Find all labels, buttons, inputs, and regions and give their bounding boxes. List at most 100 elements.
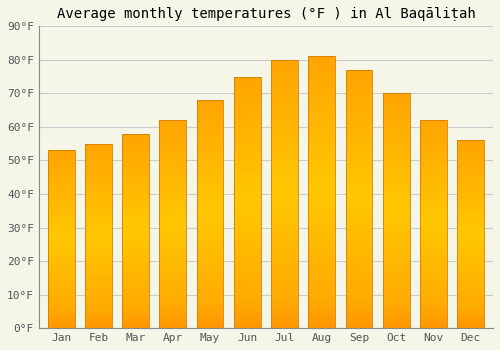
Bar	[420, 127, 447, 131]
Bar	[85, 301, 112, 303]
Bar	[234, 123, 260, 127]
Bar	[458, 231, 484, 234]
Bar	[85, 233, 112, 236]
Bar	[383, 93, 409, 328]
Bar	[234, 223, 260, 228]
Bar	[160, 207, 186, 210]
Bar	[458, 200, 484, 203]
Bar	[271, 64, 298, 69]
Bar	[383, 183, 409, 187]
Bar	[122, 215, 149, 218]
Bar	[48, 287, 74, 290]
Bar	[271, 203, 298, 208]
Bar	[458, 140, 484, 143]
Bar	[458, 266, 484, 269]
Bar	[48, 236, 74, 239]
Bar	[48, 186, 74, 189]
Bar	[234, 160, 260, 164]
Bar	[85, 220, 112, 224]
Bar	[346, 311, 372, 315]
Bar	[346, 225, 372, 229]
Bar	[308, 93, 335, 97]
Bar	[85, 251, 112, 254]
Bar	[85, 177, 112, 181]
Bar	[271, 78, 298, 82]
Bar	[85, 260, 112, 264]
Bar	[346, 302, 372, 307]
Bar	[420, 241, 447, 245]
Bar	[346, 255, 372, 259]
Bar	[346, 160, 372, 164]
Bar	[458, 197, 484, 200]
Bar	[458, 237, 484, 240]
Bar	[234, 257, 260, 261]
Bar	[346, 212, 372, 216]
Bar	[160, 314, 186, 318]
Bar	[160, 259, 186, 262]
Bar	[85, 291, 112, 294]
Bar	[196, 138, 224, 142]
Bar	[346, 70, 372, 74]
Bar	[308, 84, 335, 88]
Bar	[383, 199, 409, 203]
Bar	[48, 260, 74, 263]
Bar	[85, 267, 112, 270]
Bar	[383, 105, 409, 109]
Bar	[346, 100, 372, 104]
Bar	[196, 233, 224, 237]
Bar	[308, 88, 335, 93]
Bar	[122, 273, 149, 276]
Bar	[85, 205, 112, 208]
Bar	[458, 278, 484, 281]
Bar	[271, 69, 298, 73]
Bar	[458, 240, 484, 244]
Bar	[160, 138, 186, 141]
Bar	[196, 188, 224, 191]
Bar	[383, 148, 409, 152]
Bar	[383, 250, 409, 254]
Bar	[271, 257, 298, 261]
Bar	[196, 286, 224, 290]
Bar	[48, 293, 74, 296]
Bar	[308, 61, 335, 65]
Bar	[85, 156, 112, 159]
Bar	[48, 168, 74, 171]
Bar	[160, 238, 186, 242]
Bar	[383, 238, 409, 242]
Bar	[85, 159, 112, 162]
Bar	[48, 248, 74, 251]
Bar	[122, 166, 149, 169]
Bar	[308, 201, 335, 206]
Bar	[85, 276, 112, 279]
Bar	[346, 199, 372, 203]
Bar	[48, 313, 74, 316]
Bar	[122, 147, 149, 150]
Bar	[85, 322, 112, 325]
Bar	[234, 156, 260, 160]
Bar	[122, 318, 149, 322]
Bar	[420, 186, 447, 190]
Bar	[383, 266, 409, 270]
Bar	[308, 147, 335, 152]
Bar	[458, 306, 484, 309]
Bar	[420, 203, 447, 207]
Bar	[346, 229, 372, 233]
Bar	[85, 288, 112, 291]
Bar	[383, 160, 409, 164]
Bar	[122, 195, 149, 198]
Bar	[346, 220, 372, 225]
Bar	[346, 320, 372, 324]
Bar	[458, 140, 484, 328]
Bar	[271, 136, 298, 140]
Bar	[308, 319, 335, 324]
Bar	[48, 233, 74, 236]
Bar	[420, 151, 447, 155]
Bar	[122, 270, 149, 273]
Bar	[458, 153, 484, 156]
Bar	[196, 241, 224, 245]
Bar	[346, 298, 372, 302]
Bar	[122, 260, 149, 263]
Bar	[160, 252, 186, 256]
Bar	[346, 276, 372, 281]
Bar	[271, 324, 298, 328]
